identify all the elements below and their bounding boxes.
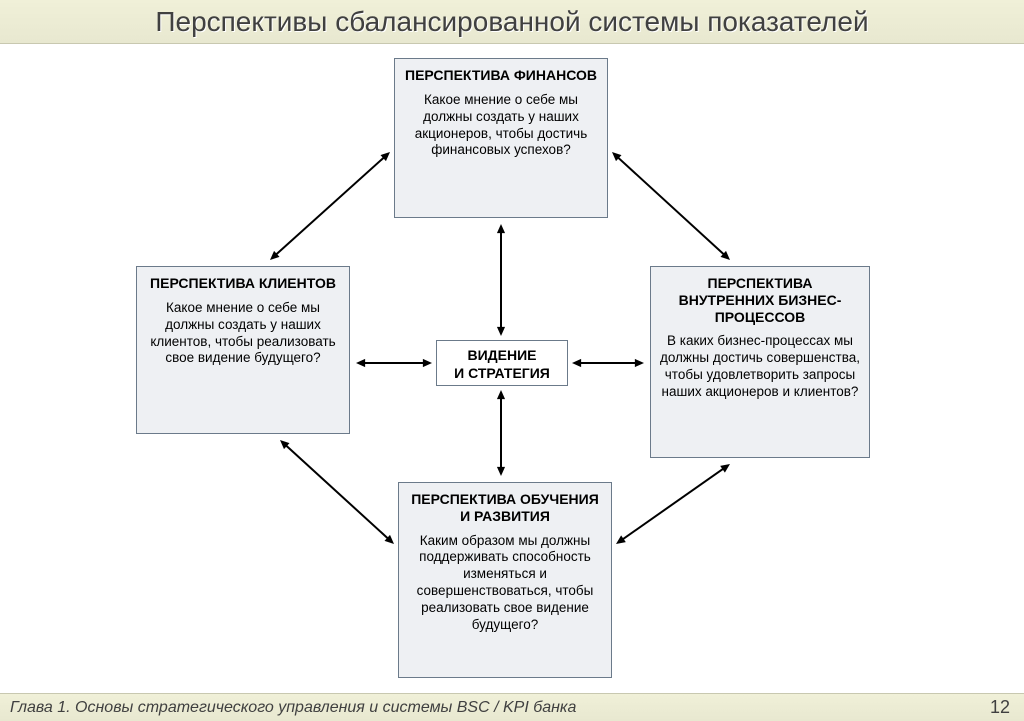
footer-bar: Глава 1. Основы стратегического управлен… <box>0 693 1024 721</box>
title-bar: Перспективы сбалансированной системы пок… <box>0 0 1024 44</box>
box-body: Какое мнение о себе мы должны создать у … <box>145 300 341 368</box>
footer-chapter: Глава 1. Основы стратегического управлен… <box>10 699 576 717</box>
diagram-canvas: ПЕРСПЕКТИВА ФИНАНСОВ Какое мнение о себе… <box>0 44 1024 693</box>
perspective-box-finance: ПЕРСПЕКТИВА ФИНАНСОВ Какое мнение о себе… <box>394 58 608 218</box>
page-number: 12 <box>990 697 1010 718</box>
center-line2: И СТРАТЕГИЯ <box>445 365 559 383</box>
box-title: ПЕРСПЕКТИВА ОБУЧЕНИЯ И РАЗВИТИЯ <box>407 491 603 525</box>
perspective-box-processes: ПЕРСПЕКТИВА ВНУТРЕННИХ БИЗНЕС-ПРОЦЕССОВ … <box>650 266 870 458</box>
box-body: Каким образом мы должны поддерживать спо… <box>407 533 603 634</box>
center-line1: ВИДЕНИЕ <box>445 347 559 365</box>
box-title: ПЕРСПЕКТИВА ФИНАНСОВ <box>403 67 599 84</box>
slide-title: Перспективы сбалансированной системы пок… <box>155 6 868 38</box>
box-body: В каких бизнес-процессах мы должны дости… <box>659 333 861 401</box>
box-title: ПЕРСПЕКТИВА КЛИЕНТОВ <box>145 275 341 292</box>
box-body: Какое мнение о себе мы должны создать у … <box>403 92 599 160</box>
box-title: ПЕРСПЕКТИВА ВНУТРЕННИХ БИЗНЕС-ПРОЦЕССОВ <box>659 275 861 325</box>
center-box-vision: ВИДЕНИЕ И СТРАТЕГИЯ <box>436 340 568 386</box>
perspective-box-learning: ПЕРСПЕКТИВА ОБУЧЕНИЯ И РАЗВИТИЯ Каким об… <box>398 482 612 678</box>
perspective-box-clients: ПЕРСПЕКТИВА КЛИЕНТОВ Какое мнение о себе… <box>136 266 350 434</box>
